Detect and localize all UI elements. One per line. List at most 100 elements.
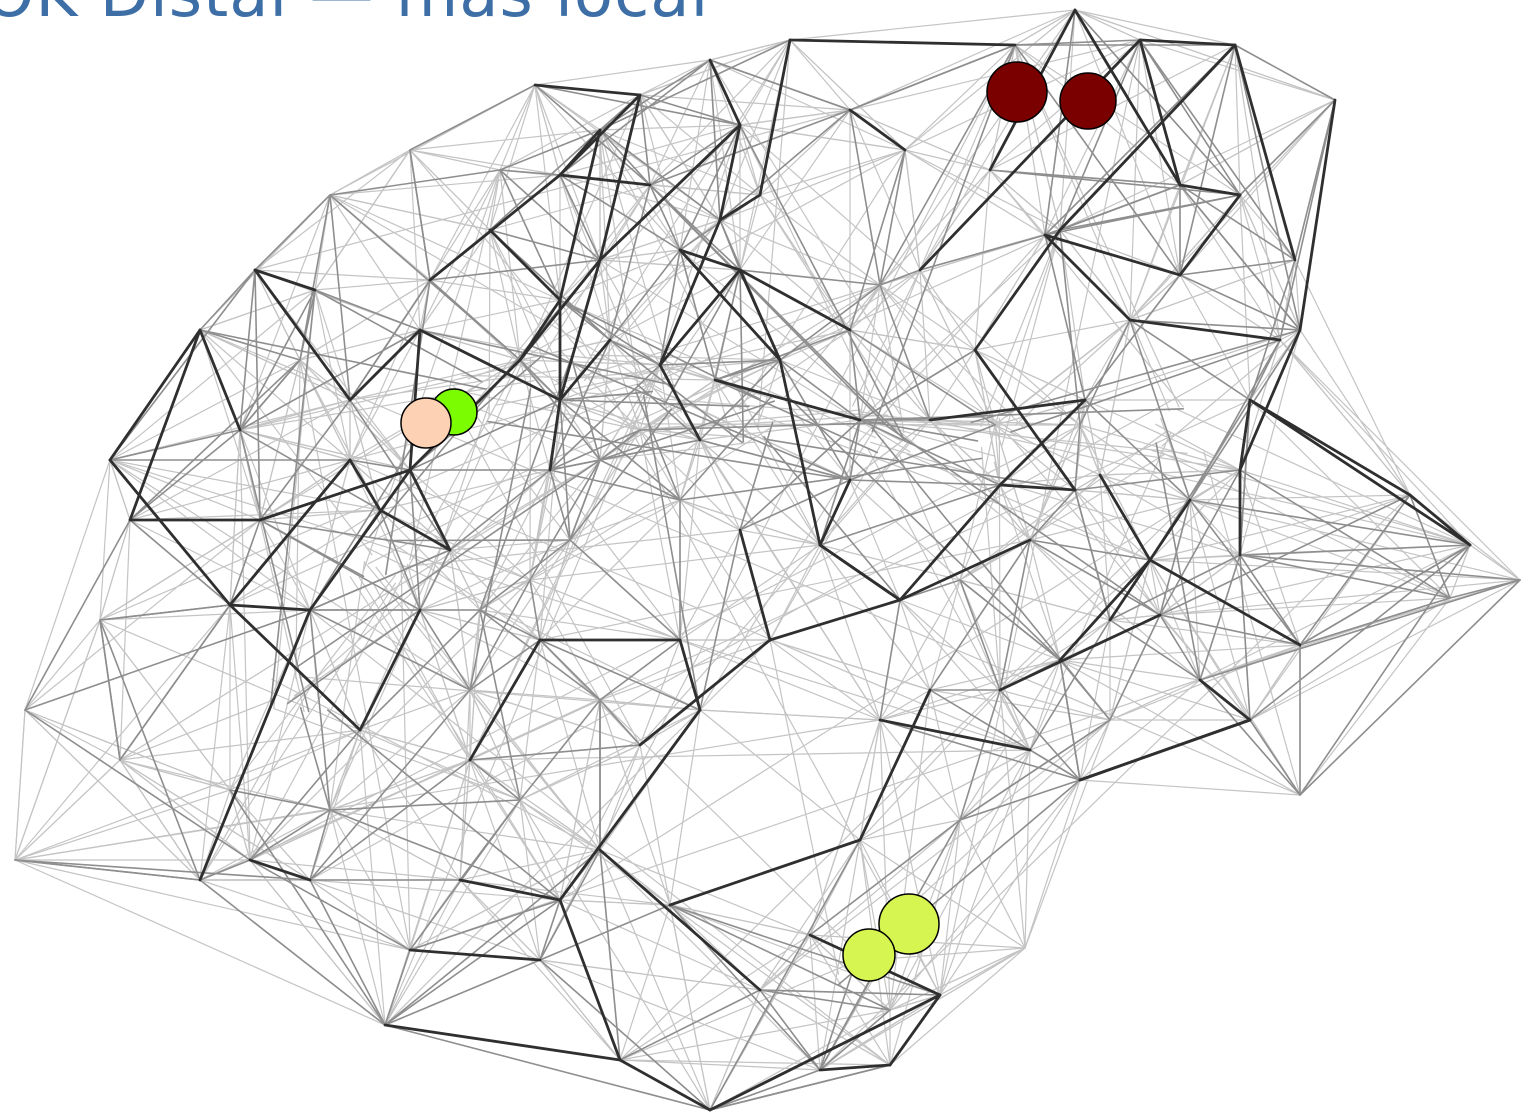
mid-edge [239, 269, 256, 431]
light-edge [499, 84, 536, 171]
light-edge [679, 499, 771, 641]
node-peach [400, 397, 452, 449]
light-edge [99, 619, 231, 791]
light-edge [109, 459, 131, 521]
light-edge [99, 519, 261, 621]
light-edge [849, 479, 961, 581]
light-edge [99, 459, 111, 621]
light-edge [109, 289, 316, 461]
mid-edge [1109, 554, 1241, 621]
light-edge [1249, 644, 1301, 721]
light-edge [699, 439, 741, 531]
light-edge [1189, 499, 1201, 681]
light-edge [119, 759, 311, 881]
mid-edge [639, 94, 741, 126]
light-edge [879, 284, 905, 434]
light-edge [1149, 559, 1161, 616]
mid-edge [871, 44, 1016, 433]
light-edge [869, 947, 1026, 961]
light-edge [929, 419, 1001, 486]
dark-edge [248, 858, 312, 882]
light-edge [999, 484, 1031, 541]
dark-edge [898, 538, 1032, 602]
dark-edge [558, 338, 612, 402]
light-edge [419, 609, 541, 641]
mid-edge [1179, 184, 1296, 261]
light-edge [419, 609, 471, 761]
dark-edge [1198, 678, 1252, 722]
mid-edge [539, 904, 671, 961]
mid-edge [269, 289, 316, 709]
light-edge [898, 454, 1001, 691]
light-edge [1099, 474, 1161, 616]
light-edge [359, 689, 471, 731]
dark-edge [1233, 43, 1297, 262]
light-edge [819, 544, 961, 581]
light-edge [479, 459, 601, 611]
mid-edge [239, 289, 316, 431]
mid-edge [999, 539, 1031, 691]
light-edge [1149, 494, 1411, 561]
dark-edge [1138, 38, 1182, 187]
light-edge [488, 229, 491, 419]
light-edge [599, 639, 771, 701]
light-edge [372, 581, 471, 761]
light-edge [929, 349, 976, 421]
light-edge [1059, 229, 1086, 401]
light-edge [567, 39, 791, 394]
mid-edge [609, 339, 743, 444]
light-edge [1179, 274, 1251, 401]
mid-edge [24, 709, 251, 861]
light-edge [329, 149, 411, 196]
mid-edge [469, 639, 541, 691]
light-edge [1249, 399, 1451, 599]
light-edge [469, 689, 601, 701]
light-edge [559, 899, 761, 991]
mid-edge [714, 269, 741, 381]
light-edge [429, 84, 536, 281]
light-edge [409, 469, 531, 581]
light-edge [14, 859, 411, 951]
light-edge [789, 9, 1076, 41]
dark-edge [888, 993, 942, 1067]
mid-edge [699, 529, 741, 711]
light-edge [759, 194, 901, 415]
dark-edge [928, 398, 1087, 422]
mid-edge [479, 609, 601, 701]
light-edge [1079, 424, 1101, 476]
light-edge [314, 149, 411, 291]
light-edge [709, 59, 906, 151]
light-edge [879, 169, 991, 286]
dark-edge [618, 1058, 712, 1112]
light-edge [709, 39, 791, 61]
light-edge [904, 149, 991, 171]
light-edge [619, 1009, 891, 1061]
mid-edge [314, 289, 483, 383]
light-edge [199, 604, 231, 881]
mid-edge [1129, 319, 1301, 331]
mid-edge [779, 359, 851, 481]
mid-edge [1029, 619, 1111, 751]
light-edge [669, 904, 871, 981]
mid-edge [1159, 614, 1301, 646]
light-edge [899, 599, 1031, 751]
light-edge [919, 169, 991, 271]
light-edge [519, 709, 701, 801]
light-edge [349, 399, 411, 471]
light-edge [1079, 779, 1301, 796]
mid-edge [199, 329, 301, 361]
mid-edge [569, 408, 673, 541]
light-edge [419, 229, 491, 331]
light-edge [1074, 9, 1141, 41]
light-edge [1029, 659, 1061, 751]
mid-edge [619, 989, 761, 1061]
light-edge [359, 729, 521, 801]
light-edge [14, 729, 361, 861]
light-edge [1449, 544, 1471, 599]
light-edge [1099, 469, 1241, 476]
mid-edge [959, 779, 1081, 821]
light-edge [1469, 544, 1521, 581]
light-edge [409, 129, 601, 151]
light-edge [496, 329, 851, 406]
light-edge [119, 759, 201, 881]
